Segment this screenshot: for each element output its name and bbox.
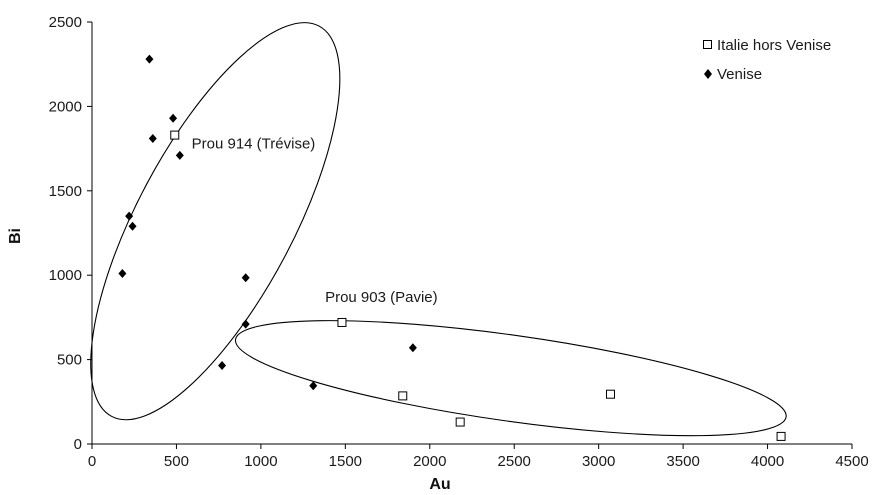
point-venise [148,133,157,143]
x-axis-title: Au [429,476,450,493]
point-venise [408,343,417,353]
point-italie [776,431,786,441]
y-ticks: 0 500 1000 1500 2000 2500 [49,14,92,453]
y-tick-label: 2500 [49,14,82,31]
legend-item-italie: Italie hors Venise [703,37,831,54]
legend-marker-diamond [704,69,712,79]
point-venise [175,150,184,160]
cluster-ellipse [234,320,787,437]
point-italie [398,391,408,401]
x-tick-label: 4500 [835,453,868,470]
x-tick-label: 1500 [329,453,362,470]
point-italie [455,417,465,427]
point-italie [337,317,347,327]
point-venise [169,113,178,123]
point-venise [241,319,250,329]
legend-item-venise: Venise [704,66,762,83]
y-axis-title: Bi [7,228,24,244]
point-venise [241,273,250,283]
y-tick-label: 1000 [49,267,82,284]
point-italie [605,389,615,399]
point-venise [128,221,137,231]
y-tick-label: 500 [57,352,82,369]
legend-label-italie: Italie hors Venise [717,37,831,54]
y-tick-label: 2000 [49,98,82,115]
cluster-ellipse [90,22,341,421]
annotation-label: Prou 914 (Trévise) [192,136,316,153]
point-venise [145,54,154,64]
x-ticks: 0 500 1000 1500 2000 2500 3000 3500 4000 4500 [88,444,869,470]
x-tick-label: 2000 [413,453,446,470]
y-tick-label: 1500 [49,183,82,200]
point-venise [218,361,227,371]
axes [91,22,852,445]
legend-marker-open-square [703,40,712,49]
point-venise [118,269,127,279]
point-venise [125,211,134,221]
cluster-ellipses [90,22,787,437]
x-tick-label: 4000 [751,453,784,470]
y-tick-label: 0 [74,436,82,453]
annotation-label: Prou 903 (Pavie) [325,289,438,306]
x-tick-label: 3500 [666,453,699,470]
point-venise [309,381,318,391]
legend: Italie hors Venise Venise [703,37,831,83]
data-points [118,54,786,441]
point-italie [170,130,180,140]
x-tick-label: 2500 [498,453,531,470]
x-tick-label: 0 [88,453,96,470]
x-tick-label: 3000 [582,453,615,470]
legend-label-venise: Venise [717,66,762,83]
x-tick-label: 1000 [244,453,277,470]
x-tick-label: 500 [164,453,189,470]
annotations: Prou 914 (Trévise) Prou 903 (Pavie) [192,136,438,307]
